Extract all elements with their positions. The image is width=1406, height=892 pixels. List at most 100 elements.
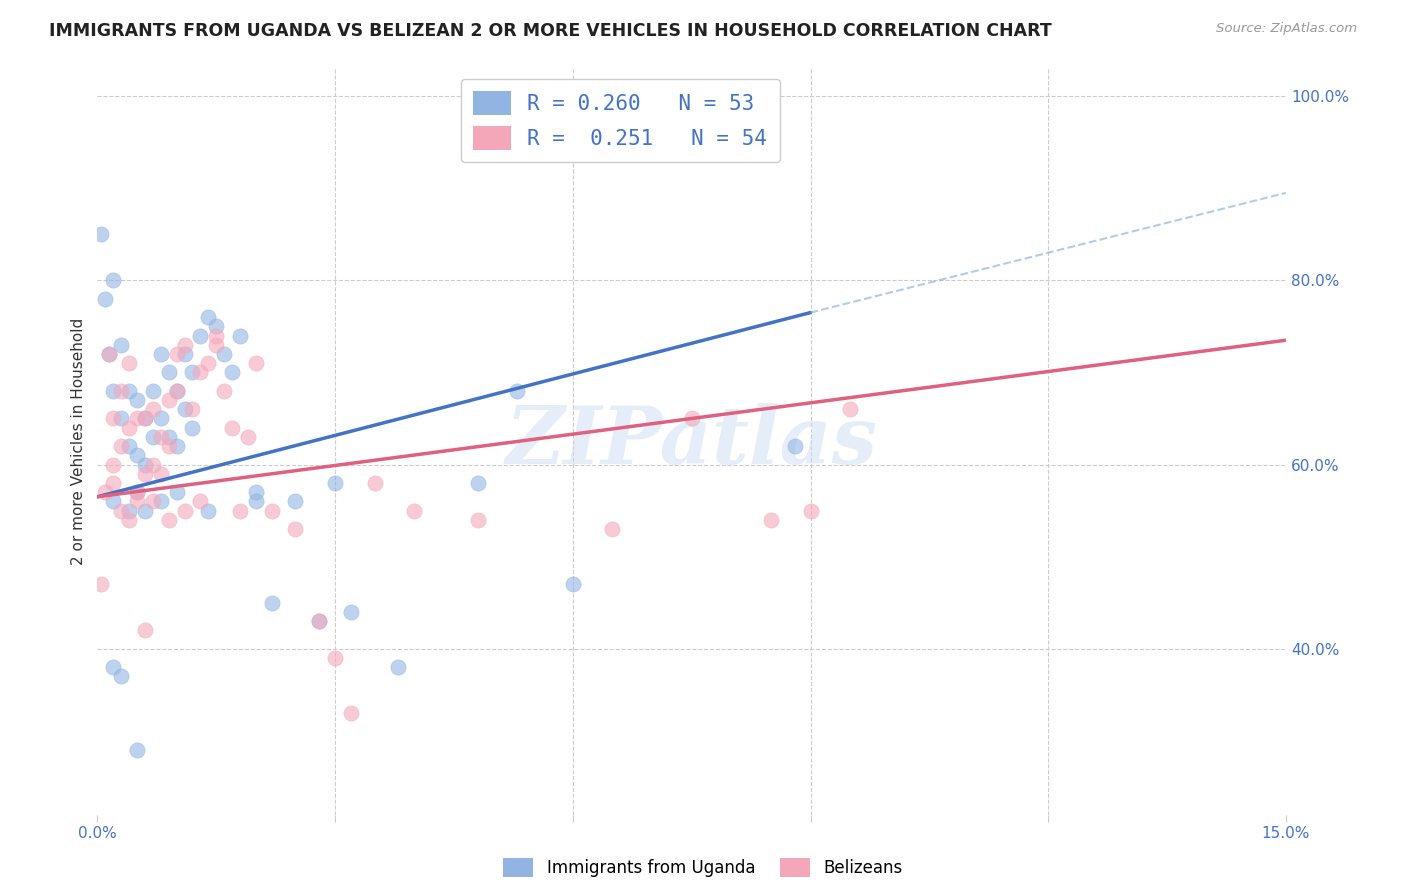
Point <box>134 411 156 425</box>
Point <box>157 430 180 444</box>
Point <box>506 384 529 398</box>
Point <box>94 485 117 500</box>
Point <box>561 577 583 591</box>
Point <box>245 494 267 508</box>
Point <box>110 669 132 683</box>
Point <box>149 494 172 508</box>
Point <box>783 439 806 453</box>
Point <box>467 513 489 527</box>
Point <box>103 660 125 674</box>
Point <box>340 605 363 619</box>
Point <box>142 458 165 472</box>
Point <box>166 384 188 398</box>
Point <box>363 475 385 490</box>
Point <box>308 614 330 628</box>
Point <box>134 503 156 517</box>
Point <box>149 430 172 444</box>
Point <box>205 328 228 343</box>
Point <box>323 475 346 490</box>
Point <box>125 743 148 757</box>
Point <box>103 411 125 425</box>
Point <box>229 328 252 343</box>
Point <box>166 347 188 361</box>
Point <box>839 402 862 417</box>
Point <box>103 384 125 398</box>
Point <box>98 347 121 361</box>
Point <box>181 402 204 417</box>
Point <box>173 338 195 352</box>
Point <box>284 522 307 536</box>
Point <box>212 384 235 398</box>
Point <box>125 393 148 408</box>
Point <box>134 411 156 425</box>
Text: IMMIGRANTS FROM UGANDA VS BELIZEAN 2 OR MORE VEHICLES IN HOUSEHOLD CORRELATION C: IMMIGRANTS FROM UGANDA VS BELIZEAN 2 OR … <box>49 22 1052 40</box>
Point <box>118 503 141 517</box>
Point <box>284 494 307 508</box>
Point <box>110 439 132 453</box>
Point <box>190 494 212 508</box>
Point <box>142 430 165 444</box>
Point <box>118 439 141 453</box>
Point <box>157 439 180 453</box>
Point <box>118 513 141 527</box>
Text: Source: ZipAtlas.com: Source: ZipAtlas.com <box>1216 22 1357 36</box>
Point <box>236 430 259 444</box>
Point <box>197 310 219 325</box>
Point <box>387 660 409 674</box>
Point <box>205 319 228 334</box>
Legend: R = 0.260   N = 53, R =  0.251   N = 54: R = 0.260 N = 53, R = 0.251 N = 54 <box>461 78 780 162</box>
Point <box>190 366 212 380</box>
Point <box>103 458 125 472</box>
Point <box>142 384 165 398</box>
Point <box>340 706 363 721</box>
Point <box>142 494 165 508</box>
Point <box>260 596 283 610</box>
Point <box>142 402 165 417</box>
Point <box>166 485 188 500</box>
Point <box>173 347 195 361</box>
Legend: Immigrants from Uganda, Belizeans: Immigrants from Uganda, Belizeans <box>496 851 910 884</box>
Point <box>467 475 489 490</box>
Point <box>181 366 204 380</box>
Point <box>118 384 141 398</box>
Point <box>205 338 228 352</box>
Point <box>308 614 330 628</box>
Point <box>260 503 283 517</box>
Point <box>681 411 703 425</box>
Point <box>245 356 267 370</box>
Point <box>221 366 243 380</box>
Point <box>190 328 212 343</box>
Point <box>103 475 125 490</box>
Point <box>90 227 112 242</box>
Point <box>173 503 195 517</box>
Point <box>157 393 180 408</box>
Point <box>125 494 148 508</box>
Point <box>173 402 195 417</box>
Point <box>759 513 782 527</box>
Point <box>197 503 219 517</box>
Text: ZIPatlas: ZIPatlas <box>506 403 877 480</box>
Point <box>212 347 235 361</box>
Point <box>245 485 267 500</box>
Point <box>125 485 148 500</box>
Point <box>404 503 426 517</box>
Point <box>94 292 117 306</box>
Point <box>110 503 132 517</box>
Point <box>157 513 180 527</box>
Point <box>110 338 132 352</box>
Point <box>323 651 346 665</box>
Point <box>166 439 188 453</box>
Point <box>103 494 125 508</box>
Point <box>602 522 624 536</box>
Point <box>166 384 188 398</box>
Point <box>157 366 180 380</box>
Point <box>221 420 243 434</box>
Point <box>134 458 156 472</box>
Point <box>149 411 172 425</box>
Point <box>149 347 172 361</box>
Point <box>229 503 252 517</box>
Point <box>125 448 148 462</box>
Point <box>134 624 156 638</box>
Point <box>110 411 132 425</box>
Point <box>125 411 148 425</box>
